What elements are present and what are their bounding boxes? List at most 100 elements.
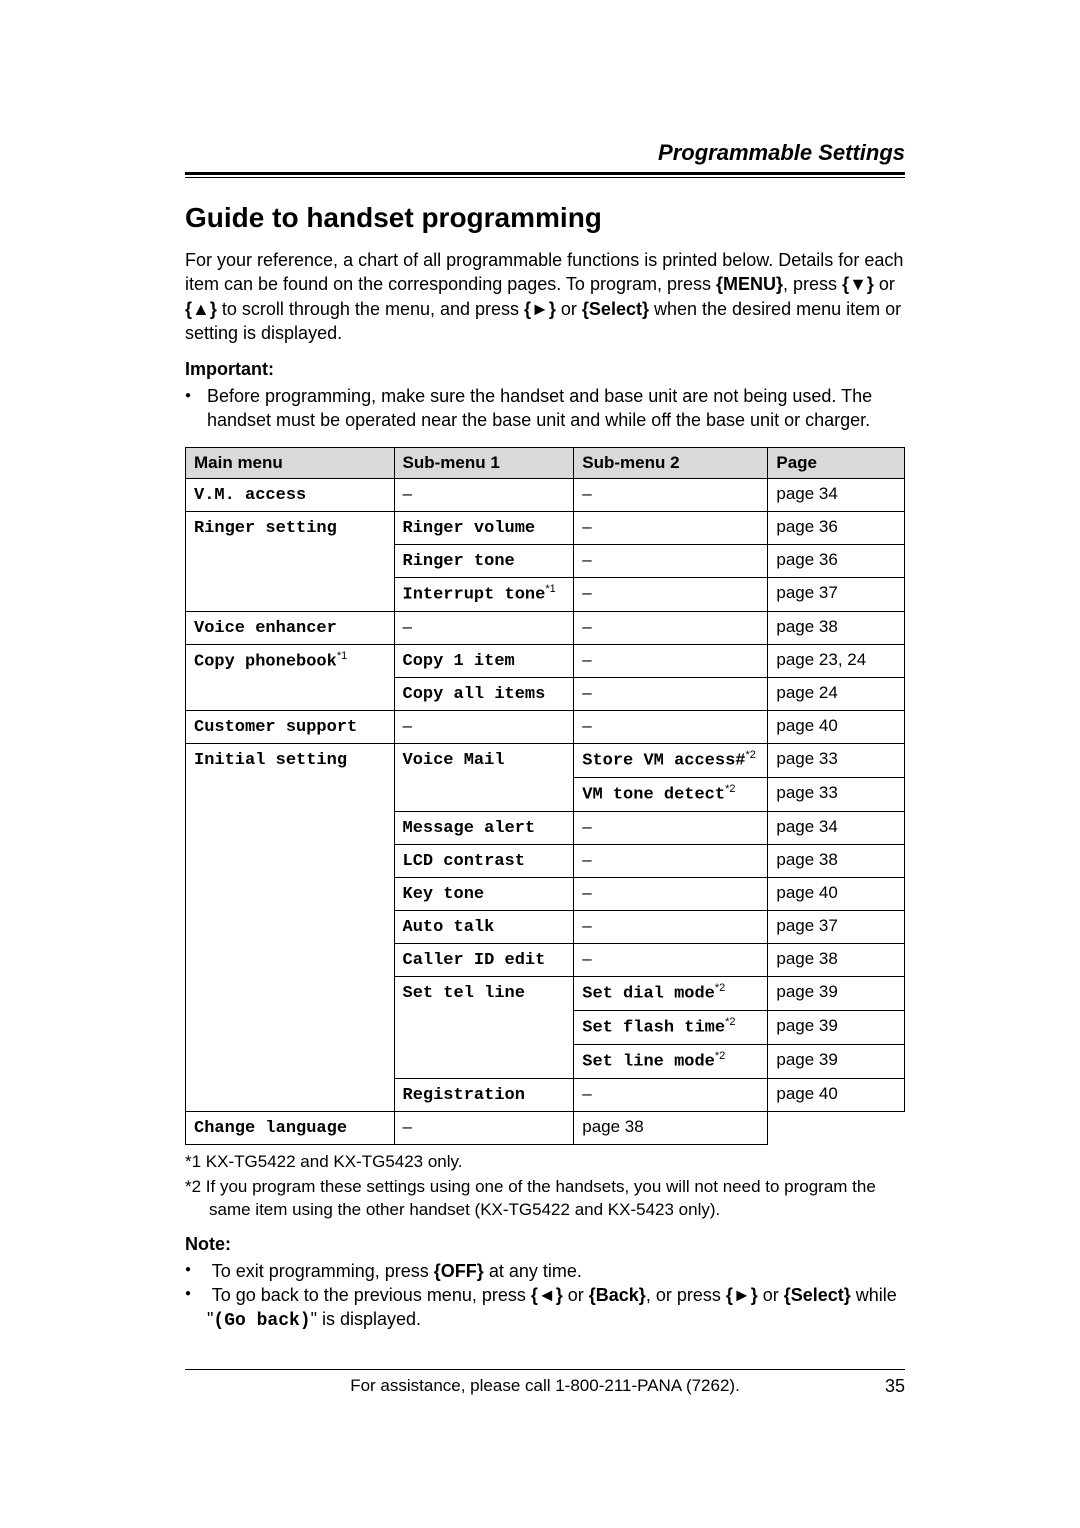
- cell-sub2: –: [574, 844, 768, 877]
- note-label: Note:: [185, 1234, 905, 1255]
- section-header: Programmable Settings: [185, 140, 905, 166]
- header-rule: [185, 172, 905, 178]
- cell-sub2: –: [574, 645, 768, 678]
- footnote-2: *2 If you program these settings using o…: [185, 1176, 905, 1222]
- cell-sub2: –: [574, 944, 768, 977]
- cell-main: Initial setting: [186, 744, 395, 1111]
- cell-page: page 38: [768, 944, 905, 977]
- cell-sub2: –: [394, 1111, 574, 1144]
- cell-page: page 39: [768, 1011, 905, 1045]
- table-row: Voice enhancer––page 38: [186, 611, 905, 644]
- note2-a: To go back to the previous menu, press: [212, 1285, 531, 1305]
- notes-list: To exit programming, press {OFF} at any …: [185, 1259, 905, 1334]
- cell-sub1: Change language: [186, 1111, 395, 1144]
- page-number: 35: [885, 1376, 905, 1397]
- cell-sub2: –: [574, 711, 768, 744]
- important-item: Before programming, make sure the handse…: [185, 384, 905, 433]
- cell-page: page 36: [768, 511, 905, 544]
- intro-text-e: or: [556, 299, 582, 319]
- cell-sub1: Registration: [394, 1078, 574, 1111]
- cell-sub1: Voice Mail: [394, 744, 574, 812]
- intro-text-c: or: [874, 274, 895, 294]
- cell-main: Voice enhancer: [186, 611, 395, 644]
- note1-b: at any time.: [484, 1261, 582, 1281]
- cell-main: Copy phonebook*1: [186, 645, 395, 711]
- cell-sub2: –: [574, 545, 768, 578]
- footer: For assistance, please call 1-800-211-PA…: [185, 1376, 905, 1396]
- note2-f: " is displayed.: [311, 1309, 421, 1329]
- footer-assist: For assistance, please call 1-800-211-PA…: [185, 1376, 905, 1396]
- cell-sub1: Interrupt tone*1: [394, 578, 574, 612]
- note2-b: or: [563, 1285, 589, 1305]
- key-select-2: Select: [791, 1285, 844, 1305]
- cell-sub2: –: [574, 911, 768, 944]
- key-right: ►: [531, 299, 549, 319]
- table-row: Initial settingVoice MailStore VM access…: [186, 744, 905, 778]
- th-sub2: Sub-menu 2: [574, 447, 768, 478]
- table-row: Ringer settingRinger volume–page 36: [186, 511, 905, 544]
- th-sub1: Sub-menu 1: [394, 447, 574, 478]
- note2-c: , or press: [646, 1285, 726, 1305]
- cell-sub2: Set dial mode*2: [574, 977, 768, 1011]
- cell-sub1: Auto talk: [394, 911, 574, 944]
- cell-page: page 40: [768, 711, 905, 744]
- key-up: ▲: [192, 299, 210, 319]
- cell-sub1: –: [394, 711, 574, 744]
- cell-page: page 33: [768, 744, 905, 778]
- key-select: Select: [589, 299, 642, 319]
- cell-sub1: Set tel line: [394, 977, 574, 1078]
- key-menu: MENU: [723, 274, 776, 294]
- cell-sub2: Set line mode*2: [574, 1044, 768, 1078]
- cell-page: page 38: [768, 844, 905, 877]
- cell-page: page 34: [768, 478, 905, 511]
- intro-text-b: , press: [783, 274, 842, 294]
- footer-rule: [185, 1369, 905, 1370]
- footnote-1: *1 KX-TG5422 and KX-TG5423 only.: [185, 1151, 905, 1174]
- note-item-2: To go back to the previous menu, press {…: [185, 1283, 905, 1334]
- cell-page: page 40: [768, 1078, 905, 1111]
- cell-sub1: –: [394, 611, 574, 644]
- menu-table: Main menu Sub-menu 1 Sub-menu 2 Page V.M…: [185, 447, 905, 1145]
- note2-d: or: [758, 1285, 784, 1305]
- cell-page: page 38: [768, 611, 905, 644]
- cell-sub2: –: [574, 511, 768, 544]
- cell-sub2: –: [574, 611, 768, 644]
- intro-text-d: to scroll through the menu, and press: [217, 299, 524, 319]
- page: Programmable Settings Guide to handset p…: [0, 0, 1080, 1528]
- cell-main: Customer support: [186, 711, 395, 744]
- note-item-1: To exit programming, press {OFF} at any …: [185, 1259, 905, 1283]
- cell-sub2: –: [574, 678, 768, 711]
- cell-main: Ringer setting: [186, 511, 395, 611]
- key-off: OFF: [441, 1261, 477, 1281]
- cell-page: page 23, 24: [768, 645, 905, 678]
- table-row: Copy phonebook*1Copy 1 item–page 23, 24: [186, 645, 905, 678]
- cell-page: page 39: [768, 1044, 905, 1078]
- cell-sub1: Key tone: [394, 877, 574, 910]
- table-row: Customer support––page 40: [186, 711, 905, 744]
- cell-sub2: –: [574, 1078, 768, 1111]
- intro-paragraph: For your reference, a chart of all progr…: [185, 248, 905, 345]
- cell-page: page 39: [768, 977, 905, 1011]
- key-left: ◄: [538, 1285, 556, 1305]
- key-back: Back: [596, 1285, 639, 1305]
- cell-sub1: Caller ID edit: [394, 944, 574, 977]
- key-right-2: ►: [733, 1285, 751, 1305]
- table-row: Change language–page 38: [186, 1111, 905, 1144]
- cell-page: page 37: [768, 578, 905, 612]
- cell-sub1: –: [394, 478, 574, 511]
- th-main: Main menu: [186, 447, 395, 478]
- cell-page: page 36: [768, 545, 905, 578]
- cell-sub1: Copy all items: [394, 678, 574, 711]
- cell-sub2: Store VM access#*2: [574, 744, 768, 778]
- goback-text: (Go back): [213, 1311, 310, 1331]
- page-title: Guide to handset programming: [185, 202, 905, 234]
- cell-sub1: LCD contrast: [394, 844, 574, 877]
- cell-sub1: Ringer volume: [394, 511, 574, 544]
- th-page: Page: [768, 447, 905, 478]
- cell-page: page 40: [768, 877, 905, 910]
- cell-sub1: Ringer tone: [394, 545, 574, 578]
- key-down: ▼: [849, 274, 867, 294]
- cell-page: page 34: [768, 811, 905, 844]
- cell-page: page 38: [574, 1111, 768, 1144]
- cell-sub2: –: [574, 578, 768, 612]
